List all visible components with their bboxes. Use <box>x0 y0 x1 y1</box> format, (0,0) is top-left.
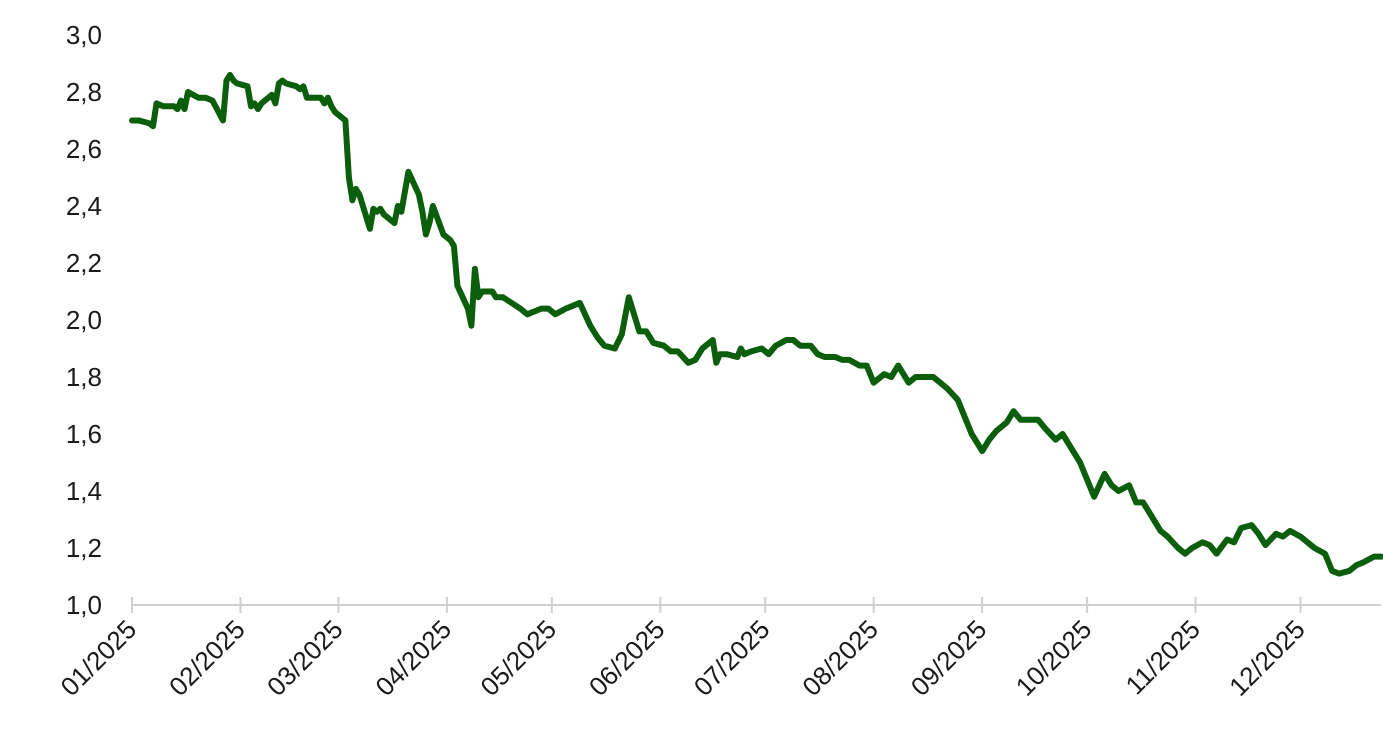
x-tick-label: 06/2025 <box>583 614 671 702</box>
y-tick-label: 2,4 <box>66 191 102 221</box>
series-group <box>129 71 1383 577</box>
y-tick-label: 2,0 <box>66 305 102 335</box>
y-tick-label: 2,6 <box>66 134 102 164</box>
y-tick-label: 1,6 <box>66 419 102 449</box>
x-tick-label: 01/2025 <box>55 614 143 702</box>
y-tick-label: 1,0 <box>66 590 102 620</box>
x-tick-label: 10/2025 <box>1010 614 1098 702</box>
y-tick-label: 3,0 <box>66 20 102 50</box>
x-tick-label: 11/2025 <box>1120 614 1206 700</box>
series-line <box>129 71 1383 577</box>
x-tick-label: 03/2025 <box>261 614 349 702</box>
y-tick-label: 1,8 <box>66 362 102 392</box>
x-tick-label: 08/2025 <box>796 614 884 702</box>
x-tick-label: 02/2025 <box>163 614 251 702</box>
y-tick-label: 1,2 <box>66 533 102 563</box>
y-tick-label: 2,8 <box>66 77 102 107</box>
x-tick-label: 07/2025 <box>688 614 776 702</box>
x-tick-label: 04/2025 <box>369 614 457 702</box>
x-tick-label: 05/2025 <box>474 614 562 702</box>
y-axis-ticks: 1,0 1,2 1,4 1,6 1,8 2,0 2,2 2,4 2,6 2,8 3,0 <box>66 20 102 620</box>
y-tick-label: 1,4 <box>66 476 102 506</box>
x-tick-label: 12/2025 <box>1223 614 1311 702</box>
x-axis: 01/2025 02/2025 03/2025 04/2025 05/2025 06/20… <box>55 597 1381 702</box>
x-tick-label: 09/2025 <box>905 614 993 702</box>
y-tick-label: 2,2 <box>66 248 102 278</box>
